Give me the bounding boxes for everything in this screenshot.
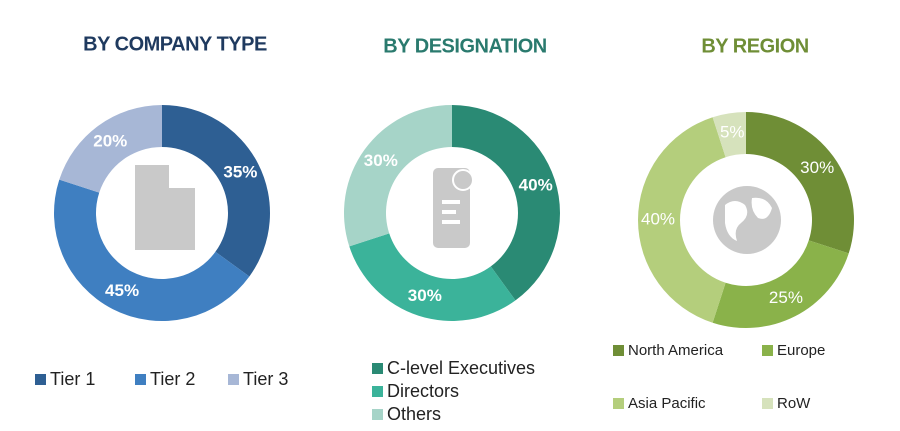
legend-swatch: [613, 345, 624, 356]
legend-label: C-level Executives: [387, 358, 535, 378]
donut-segment: [162, 105, 270, 277]
donut-segment: [746, 112, 854, 254]
data-label: 35%: [223, 163, 257, 182]
donut-segment: [712, 240, 849, 328]
legend-label: Tier 2: [150, 369, 195, 389]
legend-label: Asia Pacific: [628, 395, 706, 412]
donut-segment: [344, 105, 452, 247]
chart-title: BY REGION: [701, 35, 808, 57]
donut-segment: [452, 105, 561, 301]
legend-label: Europe: [777, 342, 825, 359]
donut-segment: [349, 233, 516, 321]
legend-swatch: [613, 398, 624, 409]
data-label: 40%: [641, 209, 675, 228]
legend-label: North America: [628, 342, 724, 359]
data-label: 30%: [800, 158, 834, 177]
data-label: 25%: [769, 288, 803, 307]
legend-swatch: [135, 374, 146, 385]
data-label: 5%: [720, 123, 745, 142]
legend-label: Tier 3: [243, 369, 288, 389]
phone-icon: [433, 168, 474, 248]
chart-title: BY DESIGNATION: [383, 35, 546, 57]
donut-segment: [54, 179, 250, 321]
legend-swatch: [35, 374, 46, 385]
legend-label: RoW: [777, 395, 811, 412]
legend-swatch: [372, 363, 383, 374]
data-label: 30%: [408, 286, 442, 305]
globe-icon: [713, 186, 781, 254]
legend-swatch: [372, 386, 383, 397]
legend-label: Tier 1: [50, 369, 95, 389]
building-icon: [135, 165, 195, 250]
legend-swatch: [762, 398, 773, 409]
legend-label: Others: [387, 404, 441, 424]
legend-swatch: [372, 409, 383, 420]
data-label: 45%: [105, 281, 139, 300]
data-label: 20%: [93, 131, 127, 150]
chart-title: BY COMPANY TYPE: [83, 33, 267, 55]
data-label: 30%: [364, 151, 398, 170]
legend-label: Directors: [387, 381, 459, 401]
donut-segment: [712, 112, 746, 158]
donut-segment: [59, 105, 162, 193]
donut-segment: [638, 117, 726, 323]
data-label: 40%: [519, 175, 553, 194]
legend-swatch: [228, 374, 239, 385]
legend-swatch: [762, 345, 773, 356]
